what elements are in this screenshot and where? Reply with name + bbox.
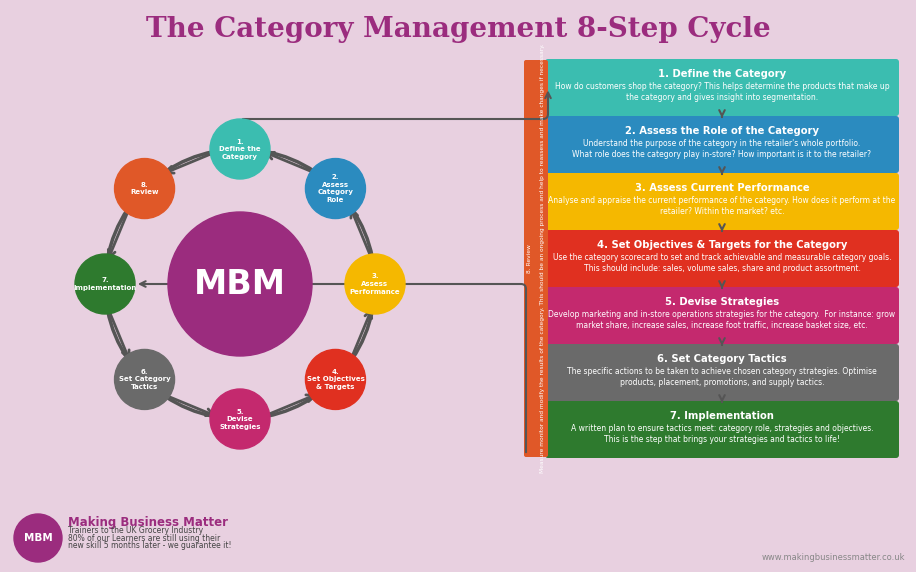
Circle shape: [210, 119, 270, 179]
Text: www.makingbusinessmatter.co.uk: www.makingbusinessmatter.co.uk: [761, 553, 905, 562]
Text: 4. Set Objectives & Targets for the Category: 4. Set Objectives & Targets for the Cate…: [597, 240, 847, 250]
Circle shape: [168, 212, 312, 356]
FancyBboxPatch shape: [545, 287, 899, 344]
Text: Analyse and appraise the current performance of the category. How does it perfor: Analyse and appraise the current perform…: [549, 196, 896, 216]
Text: 1. Define the Category: 1. Define the Category: [658, 69, 786, 79]
Text: The Category Management 8-Step Cycle: The Category Management 8-Step Cycle: [146, 16, 770, 43]
Circle shape: [114, 158, 175, 219]
Text: 5. Devise Strategies: 5. Devise Strategies: [665, 297, 780, 307]
Text: 8.
Review: 8. Review: [130, 182, 158, 195]
FancyBboxPatch shape: [545, 116, 899, 173]
Text: 7.
Implementation: 7. Implementation: [73, 277, 136, 291]
Text: 6.
Set Category
Tactics: 6. Set Category Tactics: [119, 369, 170, 390]
Text: Understand the purpose of the category in the retailer's whole portfolio.
What r: Understand the purpose of the category i…: [572, 139, 871, 159]
Text: 4.
Set Objectives
& Targets: 4. Set Objectives & Targets: [307, 369, 365, 390]
Text: 80% of our Learners are still using their: 80% of our Learners are still using thei…: [68, 534, 220, 543]
Text: 2. Assess the Role of the Category: 2. Assess the Role of the Category: [625, 126, 819, 136]
Text: 1.
Define the
Category: 1. Define the Category: [219, 138, 261, 160]
Text: Making Business Matter: Making Business Matter: [68, 516, 228, 529]
Text: 6. Set Category Tactics: 6. Set Category Tactics: [657, 354, 787, 364]
Circle shape: [305, 349, 365, 410]
Text: The specific actions to be taken to achieve chosen category strategies. Optimise: The specific actions to be taken to achi…: [567, 367, 877, 387]
Text: 2.
Assess
Category
Role: 2. Assess Category Role: [318, 174, 354, 203]
Text: MBM: MBM: [194, 268, 286, 300]
Circle shape: [345, 254, 405, 314]
Circle shape: [305, 158, 365, 219]
FancyBboxPatch shape: [545, 173, 899, 230]
FancyBboxPatch shape: [524, 60, 548, 457]
Text: 8. Review

Measure monitor and modify the results of the category. This should b: 8. Review Measure monitor and modify the…: [527, 43, 545, 473]
Text: Use the category scorecard to set and track achievable and measurable category g: Use the category scorecard to set and tr…: [552, 253, 891, 273]
Text: 7. Implementation: 7. Implementation: [671, 411, 774, 421]
Text: Trainers to the UK Grocery Industry: Trainers to the UK Grocery Industry: [68, 526, 203, 535]
FancyBboxPatch shape: [545, 401, 899, 458]
Text: A written plan to ensure tactics meet: category role, strategies and objectives.: A written plan to ensure tactics meet: c…: [571, 424, 873, 444]
Text: new skill 5 months later - we guarantee it!: new skill 5 months later - we guarantee …: [68, 541, 232, 550]
Text: 3. Assess Current Performance: 3. Assess Current Performance: [635, 183, 810, 193]
Text: 3.
Assess
Performance: 3. Assess Performance: [350, 273, 400, 295]
Circle shape: [114, 349, 175, 410]
FancyBboxPatch shape: [545, 230, 899, 287]
Circle shape: [14, 514, 62, 562]
Text: How do customers shop the category? This helps determine the products that make : How do customers shop the category? This…: [555, 82, 889, 102]
Text: 5.
Devise
Strategies: 5. Devise Strategies: [219, 408, 261, 430]
Circle shape: [210, 389, 270, 449]
Circle shape: [75, 254, 135, 314]
Text: MBM: MBM: [24, 533, 52, 543]
FancyBboxPatch shape: [545, 344, 899, 401]
FancyBboxPatch shape: [545, 59, 899, 116]
Text: Develop marketing and in-store operations strategies for the category.  For inst: Develop marketing and in-store operation…: [549, 310, 896, 330]
